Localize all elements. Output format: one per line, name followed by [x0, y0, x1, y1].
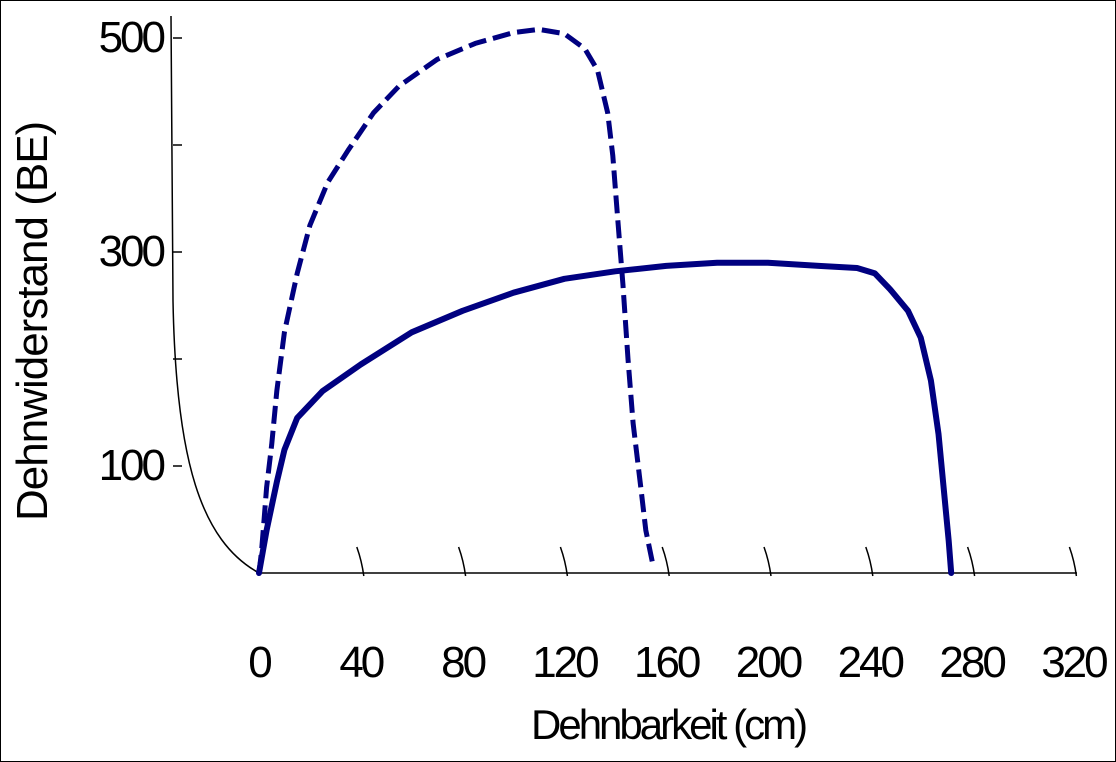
x-tick-label: 200 — [735, 638, 803, 687]
x-tick-mark — [356, 546, 365, 577]
y-tick-label: 500 — [98, 13, 166, 62]
x-tick-mark — [661, 546, 670, 577]
x-tick-mark — [865, 546, 874, 577]
x-tick-label: 40 — [339, 638, 385, 687]
x-axis-ticks — [356, 546, 1078, 577]
x-tick-label: 280 — [939, 638, 1006, 687]
x-tick-mark — [457, 546, 467, 577]
y-tick-label: 100 — [98, 441, 166, 490]
series-line-dashed — [256, 26, 656, 574]
y-axis-label: Dehnwiderstand (BE) — [8, 121, 57, 521]
y-axis-line — [170, 15, 260, 574]
x-tick-label: 120 — [532, 638, 599, 687]
x-tick-label: 320 — [1041, 638, 1108, 687]
y-tick-label: 300 — [98, 227, 166, 276]
x-tick-label: 80 — [441, 638, 487, 687]
x-tick-label: 240 — [837, 638, 905, 687]
y-axis-ticks — [173, 37, 182, 467]
series-line-solid — [256, 259, 955, 576]
x-tick-mark — [763, 546, 772, 577]
x-axis-label: Dehnbarkeit (cm) — [531, 701, 808, 748]
x-tick-label: 160 — [633, 638, 701, 687]
x-tick-label: 0 — [248, 638, 273, 687]
x-tick-mark — [966, 546, 976, 577]
x-tick-mark — [1068, 546, 1078, 577]
series-layer — [256, 26, 955, 576]
x-tick-mark — [559, 546, 569, 577]
